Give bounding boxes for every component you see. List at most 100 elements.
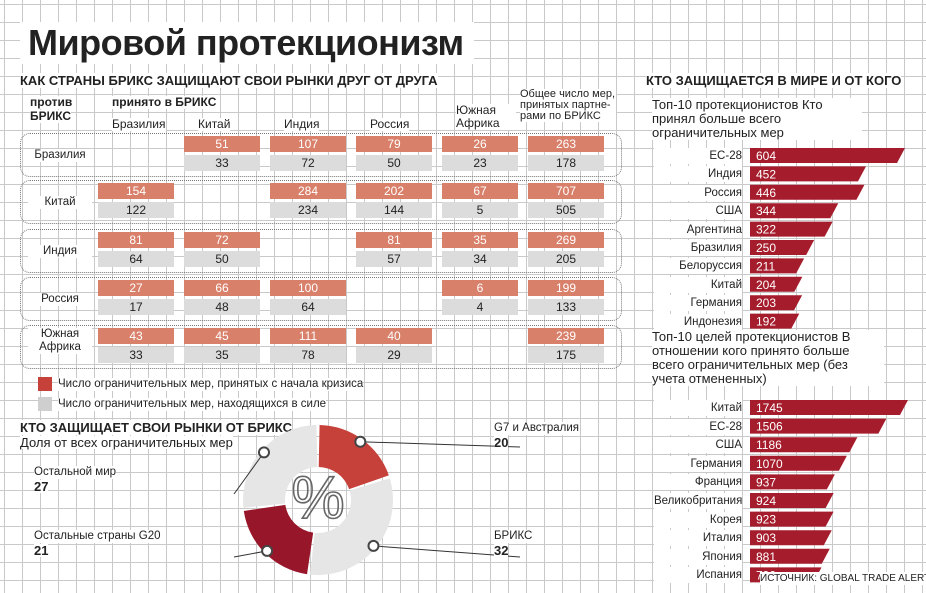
measures-in-force-cell: 33	[98, 347, 174, 363]
measures-since-crisis-cell: 66	[184, 280, 260, 296]
leader-dot	[354, 435, 367, 448]
bar-category-label: Италия	[654, 530, 742, 547]
bar	[750, 276, 803, 292]
measures-since-crisis-cell: 100	[270, 280, 346, 296]
measures-in-force-cell: 205	[528, 251, 604, 267]
chart1-title: Топ-10 протекционистов Кто принял больше…	[652, 98, 862, 140]
donut-category-label: Остальные страны G20	[34, 530, 161, 543]
measures-in-force-cell: 48	[184, 299, 260, 315]
donut-section-title: КТО ЗАЩИЩАЕТ СВОИ РЫНКИ ОТ БРИКС	[20, 420, 292, 435]
bar	[750, 295, 803, 311]
donut-value-label: 21	[34, 543, 49, 558]
row-group	[20, 277, 622, 321]
bar-value-label: 452	[756, 167, 776, 181]
bar	[750, 221, 833, 237]
bar-category-label: США	[654, 437, 742, 454]
bar-category-label: ЕС-28	[654, 418, 742, 435]
source-note: ИСТОЧНИК: GLOBAL TRADE ALERT	[760, 572, 926, 585]
brics-section-title: КАК СТРАНЫ БРИКС ЗАЩИЩАЮТ СВОИ РЫНКИ ДРУ…	[20, 73, 438, 88]
bar-category-label: Бразилия	[654, 240, 742, 256]
bar-value-label: 446	[756, 186, 776, 200]
measures-since-crisis-cell: 26	[442, 136, 518, 152]
right-section-title: КТО ЗАЩИЩАЕТСЯ В МИРЕ И ОТ КОГО	[646, 73, 902, 88]
measures-since-crisis-cell: 111	[270, 328, 346, 344]
corner-bottom-label: БРИКС	[30, 109, 72, 123]
measures-since-crisis-cell: 45	[184, 328, 260, 344]
bar	[750, 203, 839, 219]
measures-in-force-cell: 72	[270, 155, 346, 171]
row-group	[20, 133, 622, 177]
measures-in-force-cell: 4	[442, 299, 518, 315]
bar-category-label: Китай	[654, 276, 742, 293]
measures-in-force-cell: 17	[98, 299, 174, 315]
measures-in-force-cell: 505	[528, 202, 604, 218]
leader-dot	[261, 544, 274, 557]
row-group	[20, 180, 622, 224]
corner-top-label: против	[30, 95, 73, 109]
bar-value-label: 204	[756, 278, 776, 292]
bar	[750, 418, 887, 434]
measures-since-crisis-cell: 154	[98, 183, 174, 199]
accepted-header: принято в БРИКС	[112, 95, 217, 109]
row-label: Бразилия	[28, 149, 92, 162]
bar	[750, 530, 832, 546]
row-group	[20, 229, 622, 273]
donut-value-label: 20	[494, 435, 509, 450]
measures-since-crisis-cell: 202	[356, 183, 432, 199]
measures-in-force-cell: 57	[356, 251, 432, 267]
measures-since-crisis-cell: 67	[442, 183, 518, 199]
column-header-0: Бразилия	[112, 117, 166, 131]
bar	[750, 548, 830, 564]
chart2-title: Топ-10 целей протекционистов В отношении…	[652, 330, 884, 386]
measures-since-crisis-cell: 72	[184, 232, 260, 248]
bar-category-label: США	[654, 203, 742, 220]
bar-value-label: 923	[756, 513, 776, 527]
bar-category-label: Испания	[654, 567, 742, 584]
bar	[750, 511, 834, 527]
donut-slice	[243, 425, 318, 508]
bar	[750, 258, 805, 274]
bar-category-label: Великобритания	[654, 493, 743, 509]
bar-value-label: 192	[756, 315, 776, 329]
donut-category-label: Остальной мир	[34, 466, 117, 479]
row-label: Южная Африка	[28, 328, 92, 354]
measures-in-force-cell: 33	[184, 155, 260, 171]
column-header-1: Китай	[198, 117, 231, 131]
measures-since-crisis-cell: 707	[528, 183, 604, 199]
measures-since-crisis-cell: 6	[442, 280, 518, 296]
bar	[750, 455, 847, 471]
measures-in-force-cell: 29	[356, 347, 432, 363]
bar	[750, 184, 865, 200]
bar	[750, 474, 835, 490]
legend-gray-label: Число ограничительных мер, находящихся в…	[58, 398, 327, 411]
row-group	[20, 325, 622, 369]
bar-value-label: 1186	[756, 438, 782, 452]
measures-since-crisis-cell: 79	[356, 136, 432, 152]
measures-since-crisis-cell: 27	[98, 280, 174, 296]
donut-slice	[318, 425, 389, 490]
donut-value-label: 27	[34, 479, 49, 494]
bar-category-label: Аргентина	[654, 221, 742, 238]
measures-in-force-cell: 178	[528, 155, 604, 171]
measures-since-crisis-cell: 51	[184, 136, 260, 152]
measures-in-force-cell: 175	[528, 347, 604, 363]
donut-category-label: G7 и Австралия	[494, 422, 579, 435]
donut-value-label: 32	[494, 543, 509, 558]
bar	[750, 400, 908, 415]
measures-in-force-cell: 35	[184, 347, 260, 363]
measures-in-force-cell: 23	[442, 155, 518, 171]
bar-value-label: 322	[756, 223, 776, 237]
measures-since-crisis-cell: 199	[528, 280, 604, 296]
total-header: Общее число мер, принятых партне- рами п…	[520, 88, 616, 122]
measures-since-crisis-cell: 35	[442, 232, 518, 248]
legend-red-swatch	[38, 377, 52, 391]
column-header-2: Индия	[284, 117, 320, 131]
measures-in-force-cell: 64	[270, 299, 346, 315]
percent-symbol: %	[291, 464, 344, 531]
donut-subtitle: Доля от всех ограничительных мер	[20, 435, 233, 450]
bar-value-label: 1506	[756, 420, 783, 434]
measures-since-crisis-cell: 43	[98, 328, 174, 344]
row-label: Россия	[28, 293, 92, 306]
